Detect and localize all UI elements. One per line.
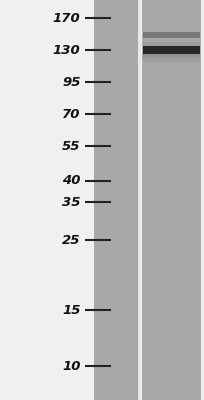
Text: 95: 95 (62, 76, 81, 88)
FancyBboxPatch shape (143, 50, 200, 62)
FancyBboxPatch shape (138, 0, 141, 400)
FancyBboxPatch shape (94, 0, 138, 400)
Text: 10: 10 (62, 360, 81, 372)
Text: 130: 130 (53, 44, 81, 56)
Text: 55: 55 (62, 140, 81, 152)
Text: 70: 70 (62, 108, 81, 120)
Text: 35: 35 (62, 196, 81, 208)
FancyBboxPatch shape (143, 32, 200, 38)
Text: 25: 25 (62, 234, 81, 246)
FancyBboxPatch shape (143, 46, 200, 58)
Text: 15: 15 (62, 304, 81, 316)
FancyBboxPatch shape (142, 0, 201, 400)
Text: 40: 40 (62, 174, 81, 187)
FancyBboxPatch shape (143, 42, 200, 54)
Text: 170: 170 (53, 12, 81, 24)
FancyBboxPatch shape (143, 46, 200, 54)
